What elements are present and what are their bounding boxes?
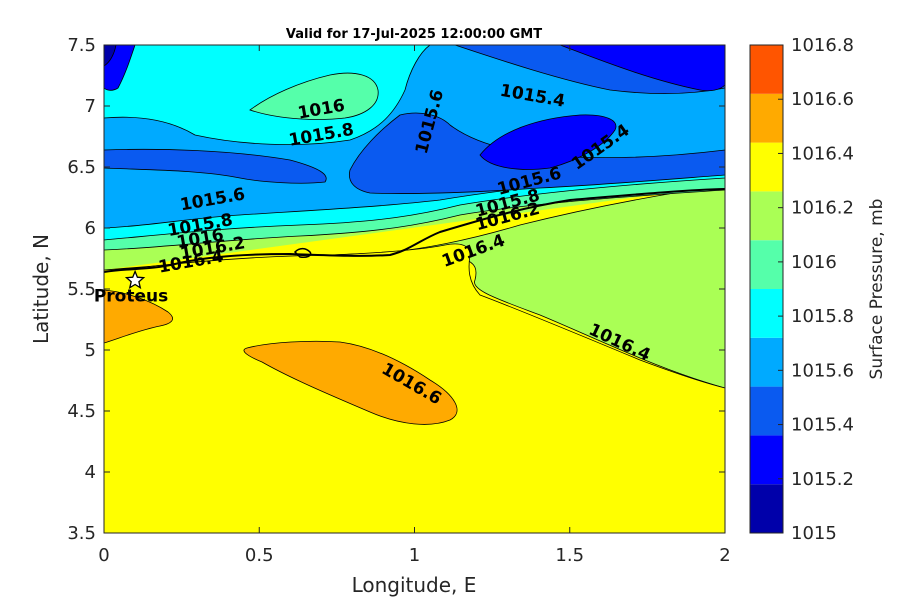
contour-band-1015.4 [104,45,725,195]
colorbar-tick-label: 1015.4 [791,415,854,436]
colorbar-tick-label: 1016.4 [791,143,854,164]
colorbar-swatch [750,289,783,338]
x-tick-label: 0.5 [245,545,274,566]
colorbar-swatch [750,484,783,533]
x-axis-ticks: 0 0.5 1 1.5 2 [98,45,731,566]
contour-band-1015.8-upper [104,45,431,145]
colorbar-frame [749,44,784,534]
colorbar-tick-label: 1016.8 [791,35,854,56]
x-tick-label: 1 [409,545,420,566]
chart-title: Valid for 17-Jul-2025 12:00:00 GMT [286,27,542,42]
y-tick-label: 6 [85,218,96,239]
x-tick-label: 2 [719,545,730,566]
x-tick-label: 0 [98,545,109,566]
station-marker: Proteus [94,269,168,306]
contour-band-1016.6-west [104,289,173,344]
colorbar-swatch [750,191,783,241]
colorbar-tick-label: 1015.8 [791,306,854,327]
contour-band-1015.2 [104,45,725,170]
y-tick-label: 5 [85,340,96,361]
contour-plot-area [104,45,725,533]
y-tick-label: 5.5 [67,279,96,300]
colorbar-tick-label: 1015.2 [791,469,854,490]
y-axis-label: Latitude, N [29,234,53,344]
coastline [104,188,725,273]
y-tick-label: 3.5 [67,523,96,544]
colorbar-tick-label: 1015.6 [791,360,854,381]
colorbar-swatch [750,386,783,436]
y-tick-label: 6.5 [67,157,96,178]
x-axis-label: Longitude, E [352,573,477,597]
x-tick-label: 1.5 [555,545,584,566]
colorbar: 1015 1015.2 1015.4 1015.6 1015.8 1016 1016.2 10… [749,35,854,544]
coastline-lagoon [293,247,312,258]
y-tick-label: 7 [85,96,96,117]
colorbar-swatch [750,435,783,485]
colorbar-swatch [750,240,783,289]
colorbar-tick-label: 1016.2 [791,198,854,219]
contour-band-1016.6-central [243,340,458,425]
colorbar-swatch [750,142,783,192]
colorbar-swatch [750,337,783,387]
colorbar-swatch [750,93,783,143]
station-star-icon [124,269,146,290]
colorbar-label: Surface Pressure, mb [867,199,887,380]
y-axis-ticks: 3.5 4 4.5 5 5.5 6 6.5 7 7.5 [67,35,725,544]
colorbar-swatch [750,45,783,94]
y-tick-label: 4.5 [67,401,96,422]
y-tick-label: 7.5 [67,35,96,56]
colorbar-tick-label: 1016 [791,252,837,273]
contour-band-1016-upper [249,72,379,120]
colorbar-tick-label: 1015 [791,523,837,544]
station-label: Proteus [94,286,168,306]
y-tick-label: 4 [85,462,96,483]
colorbar-tick-label: 1016.6 [791,89,854,110]
